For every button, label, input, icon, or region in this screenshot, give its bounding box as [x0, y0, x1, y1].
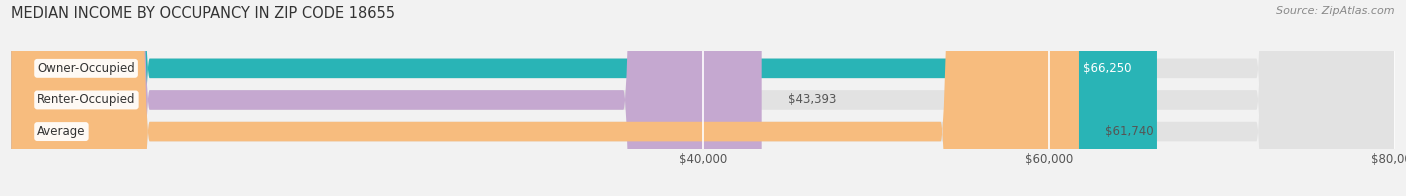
FancyBboxPatch shape: [11, 0, 1395, 196]
FancyBboxPatch shape: [11, 0, 1395, 196]
Text: MEDIAN INCOME BY OCCUPANCY IN ZIP CODE 18655: MEDIAN INCOME BY OCCUPANCY IN ZIP CODE 1…: [11, 6, 395, 21]
FancyBboxPatch shape: [11, 0, 1157, 196]
Text: $43,393: $43,393: [787, 93, 837, 106]
Text: $66,250: $66,250: [1083, 62, 1130, 75]
Text: Owner-Occupied: Owner-Occupied: [37, 62, 135, 75]
FancyBboxPatch shape: [11, 0, 1395, 196]
Text: Source: ZipAtlas.com: Source: ZipAtlas.com: [1277, 6, 1395, 16]
FancyBboxPatch shape: [11, 0, 762, 196]
Text: Average: Average: [37, 125, 86, 138]
FancyBboxPatch shape: [11, 0, 1078, 196]
Text: Renter-Occupied: Renter-Occupied: [37, 93, 136, 106]
Text: $61,740: $61,740: [1105, 125, 1153, 138]
